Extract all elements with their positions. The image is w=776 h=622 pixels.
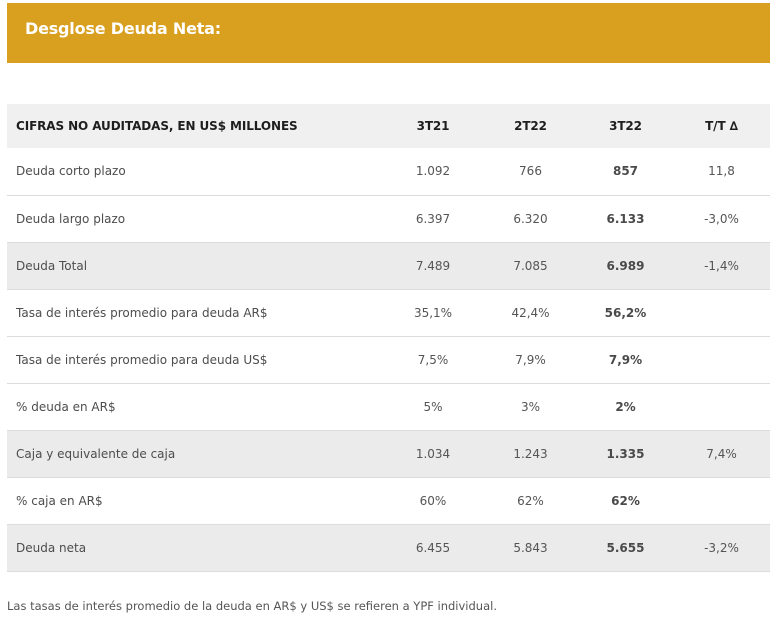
cell-2t22: 62% xyxy=(483,477,578,525)
cell-tt-change xyxy=(673,383,770,431)
cell-tt-change: -3,0% xyxy=(673,195,770,243)
cell-tt-change: -1,4% xyxy=(673,242,770,290)
cell-3t22: 56,2% xyxy=(578,289,673,337)
cell-2t22: 42,4% xyxy=(483,289,578,337)
cell-tt-change xyxy=(673,477,770,525)
cell-3t22: 6.133 xyxy=(578,195,673,243)
row-label: Deuda largo plazo xyxy=(7,195,383,243)
cell-tt-change: 11,8 xyxy=(673,148,770,196)
column-header-3t21: 3T21 xyxy=(383,104,483,148)
cell-3t22: 62% xyxy=(578,477,673,525)
net-debt-table: CIFRAS NO AUDITADAS, EN US$ MILLONES 3T2… xyxy=(7,104,770,572)
cell-3t21: 7,5% xyxy=(383,336,483,384)
cell-3t22: 7,9% xyxy=(578,336,673,384)
row-label: Deuda corto plazo xyxy=(7,148,383,196)
cell-2t22: 3% xyxy=(483,383,578,431)
column-header-tt-change: T/T ∆ xyxy=(673,104,770,148)
table-row: Tasa de interés promedio para deuda US$ 7… xyxy=(7,336,770,384)
row-label: % caja en AR$ xyxy=(7,477,383,525)
cell-3t21: 60% xyxy=(383,477,483,525)
row-label: % deuda en AR$ xyxy=(7,383,383,431)
table-row: Deuda neta 6.455 5.843 5.655 -3,2% xyxy=(7,524,770,572)
table-header-row: CIFRAS NO AUDITADAS, EN US$ MILLONES 3T2… xyxy=(7,104,770,148)
row-label: Deuda Total xyxy=(7,242,383,290)
table-row: Deuda corto plazo 1.092 766 857 11,8 xyxy=(7,148,770,196)
cell-3t22: 2% xyxy=(578,383,673,431)
cell-2t22: 6.320 xyxy=(483,195,578,243)
cell-3t22: 1.335 xyxy=(578,430,673,478)
table-row: Caja y equivalente de caja 1.034 1.243 1.33… xyxy=(7,430,770,478)
row-label: Deuda neta xyxy=(7,524,383,572)
table-row: Deuda largo plazo 6.397 6.320 6.133 -3,0% xyxy=(7,195,770,243)
cell-3t21: 6.397 xyxy=(383,195,483,243)
cell-3t21: 1.092 xyxy=(383,148,483,196)
row-label: Tasa de interés promedio para deuda US$ xyxy=(7,336,383,384)
cell-2t22: 1.243 xyxy=(483,430,578,478)
cell-3t22: 5.655 xyxy=(578,524,673,572)
column-header-3t22: 3T22 xyxy=(578,104,673,148)
table-row: Deuda Total 7.489 7.085 6.989 -1,4% xyxy=(7,242,770,290)
footnote: Las tasas de interés promedio de la deud… xyxy=(7,599,497,613)
row-label: Caja y equivalente de caja xyxy=(7,430,383,478)
cell-3t21: 6.455 xyxy=(383,524,483,572)
table-body: Deuda corto plazo 1.092 766 857 11,8 Deuda la… xyxy=(7,148,770,572)
column-header-label: CIFRAS NO AUDITADAS, EN US$ MILLONES xyxy=(7,104,383,148)
cell-3t21: 1.034 xyxy=(383,430,483,478)
cell-3t22: 857 xyxy=(578,148,673,196)
table-row: Tasa de interés promedio para deuda AR$ 3… xyxy=(7,289,770,337)
cell-2t22: 5.843 xyxy=(483,524,578,572)
cell-3t21: 7.489 xyxy=(383,242,483,290)
table-row: % caja en AR$ 60% 62% 62% xyxy=(7,477,770,525)
cell-tt-change xyxy=(673,289,770,337)
column-header-2t22: 2T22 xyxy=(483,104,578,148)
page-title: Desglose Deuda Neta: xyxy=(7,3,770,63)
row-label: Tasa de interés promedio para deuda AR$ xyxy=(7,289,383,337)
cell-tt-change xyxy=(673,336,770,384)
cell-2t22: 7.085 xyxy=(483,242,578,290)
cell-3t21: 5% xyxy=(383,383,483,431)
cell-tt-change: -3,2% xyxy=(673,524,770,572)
cell-3t22: 6.989 xyxy=(578,242,673,290)
table-row: % deuda en AR$ 5% 3% 2% xyxy=(7,383,770,431)
cell-2t22: 7,9% xyxy=(483,336,578,384)
cell-2t22: 766 xyxy=(483,148,578,196)
cell-3t21: 35,1% xyxy=(383,289,483,337)
cell-tt-change: 7,4% xyxy=(673,430,770,478)
